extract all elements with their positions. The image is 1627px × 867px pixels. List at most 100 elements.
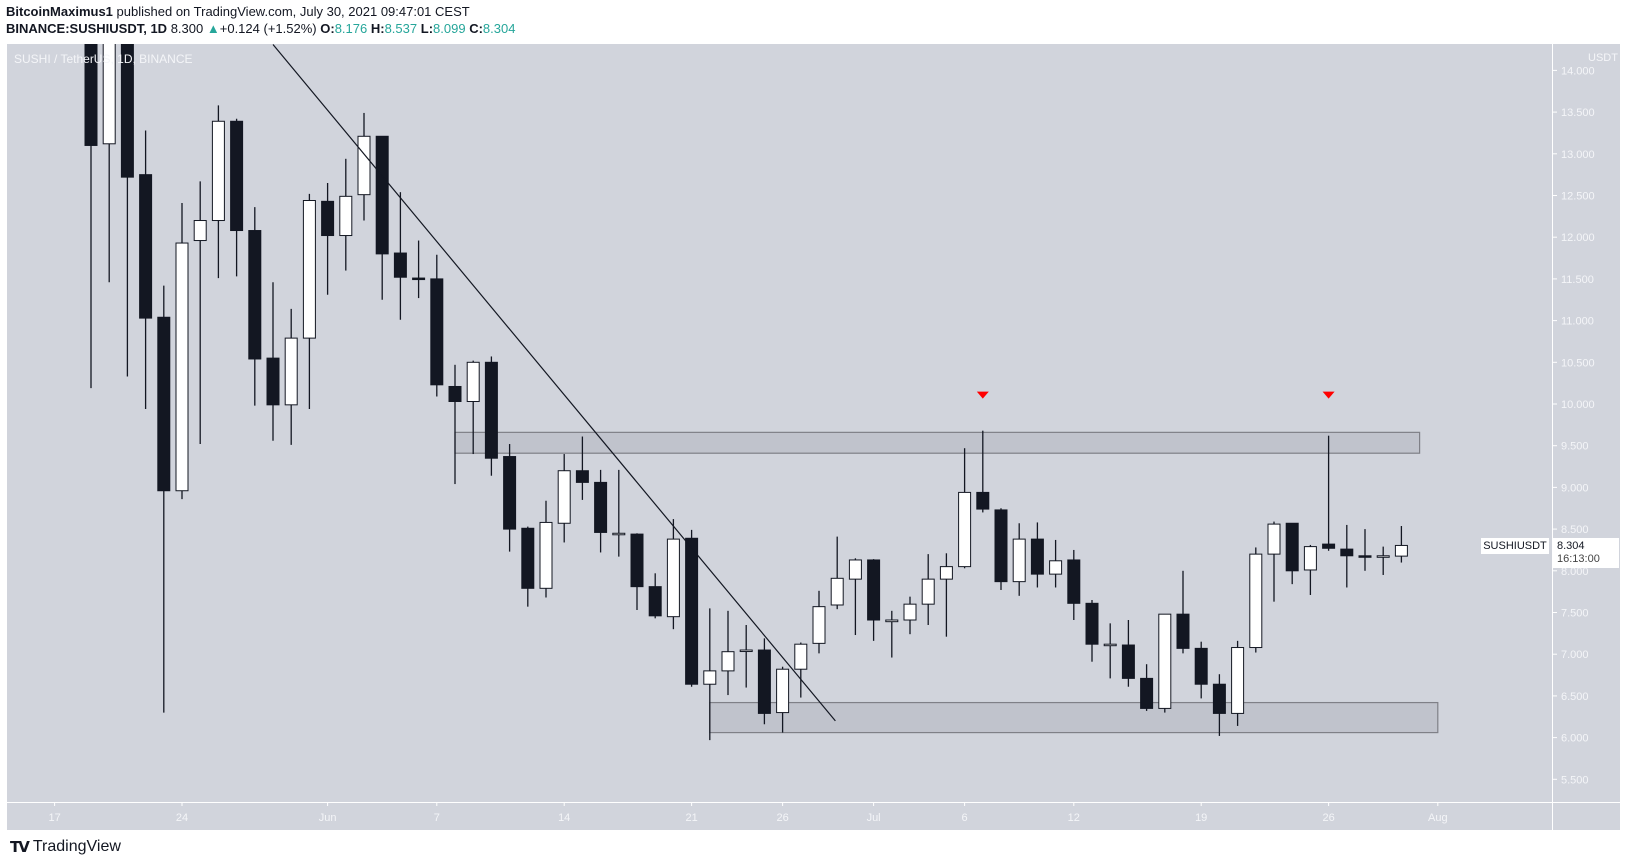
author-name[interactable]: BitcoinMaximus1	[6, 4, 113, 19]
candle	[102, 44, 116, 283]
symbol-name: BINANCE:SUSHIUSDT, 1D	[6, 21, 168, 36]
bull-candle-body	[284, 337, 298, 406]
current-price-box: 8.304 16:13:00	[1553, 538, 1619, 568]
candle	[339, 158, 353, 271]
bear-candle-body	[393, 252, 407, 278]
bear-candle-body	[1285, 522, 1299, 572]
price-tick-label: 8.500	[1561, 524, 1589, 536]
candle	[1085, 599, 1099, 662]
candle	[1030, 522, 1044, 588]
candle	[84, 44, 98, 389]
tradingview-logo-icon: TV	[10, 838, 30, 856]
bear-candle-body	[120, 44, 134, 178]
time-tick-label: 19	[1195, 812, 1207, 824]
bull-candle-body	[1231, 647, 1245, 714]
candle	[1340, 524, 1354, 588]
bear-candle-body	[484, 361, 498, 459]
bear-candle-body	[757, 649, 771, 714]
bear-candle-body	[1340, 548, 1354, 557]
candle	[266, 282, 280, 441]
bear-candle-body	[230, 120, 244, 232]
bear-candle-body	[1140, 677, 1154, 709]
bear-candle-body	[1212, 683, 1226, 714]
price-tick-label: 5.500	[1561, 774, 1589, 786]
candle	[1140, 664, 1154, 711]
candle	[448, 364, 462, 485]
candle	[776, 666, 790, 733]
bear-candle-body	[594, 481, 608, 533]
bull-candle-body	[193, 220, 207, 242]
bull-candle-body	[539, 521, 553, 589]
bull-candle-body	[885, 619, 899, 623]
candle	[211, 105, 225, 279]
candle	[1376, 546, 1390, 575]
bull-candle-body	[557, 470, 571, 524]
bull-candle-body	[739, 649, 753, 653]
bear-candle-body	[448, 385, 462, 402]
red-triangle-down-marker	[976, 391, 989, 399]
bull-candle-body	[357, 135, 371, 196]
open-value: 8.176	[334, 21, 368, 36]
bull-candle-body	[1049, 560, 1063, 575]
low-label: L:	[420, 21, 434, 36]
bear-candle-body	[266, 357, 280, 406]
bull-candle-body	[1394, 544, 1408, 557]
bull-candle-body	[1303, 546, 1317, 571]
candle	[1176, 570, 1190, 654]
bear-candle-body	[1176, 613, 1190, 649]
bear-candle-body	[994, 509, 1008, 583]
time-axis[interactable]: 17 24 Jun 7 14 21 26 Jul 6 12 19 26 Aug	[48, 802, 1448, 824]
candle	[830, 536, 844, 610]
candle	[393, 192, 407, 320]
up-arrow-icon: ▲	[206, 21, 220, 36]
bull-candle-body	[1103, 643, 1117, 647]
time-tick-label: 12	[1068, 812, 1080, 824]
bull-candle-body	[958, 491, 972, 568]
candle	[1267, 521, 1281, 602]
candle	[703, 608, 717, 741]
price-tick-label: 6.000	[1561, 733, 1589, 745]
candle	[794, 642, 808, 698]
candle	[412, 240, 426, 299]
bear-candle-body	[248, 230, 262, 360]
candle	[120, 44, 134, 377]
candle	[1194, 641, 1208, 699]
close-label: C:	[469, 21, 483, 36]
candle	[812, 590, 826, 654]
candle	[1212, 674, 1226, 736]
candle	[503, 444, 517, 552]
bear-candle-body	[503, 456, 517, 530]
time-tick-label: Jul	[867, 812, 881, 824]
candle	[248, 207, 262, 406]
bear-candle-body	[321, 200, 335, 237]
bull-candle-body	[721, 651, 735, 672]
last-price: 8.300	[170, 21, 204, 36]
high-value: 8.537	[384, 21, 418, 36]
close-value: 8.304	[482, 21, 516, 36]
candle	[594, 469, 608, 553]
current-price: 8.304	[1557, 540, 1585, 552]
price-tick-label: 13.500	[1561, 107, 1595, 119]
candle	[1231, 640, 1245, 726]
time-tick-label: 7	[434, 812, 440, 824]
candle	[230, 118, 244, 277]
bull-candle-body	[339, 195, 353, 237]
candle	[321, 182, 335, 295]
tradingview-footer[interactable]: TV TradingView	[10, 838, 121, 856]
bull-candle-body	[1012, 538, 1026, 583]
currency-label: USDT	[1588, 52, 1618, 64]
candle	[885, 610, 899, 658]
price-axis[interactable]: 5.500 6.000 6.500 7.000 7.500 8.000 8.500 9.000…	[1552, 65, 1595, 786]
candle	[939, 553, 953, 637]
bear-candle-body	[1194, 647, 1208, 685]
bear-candle-body	[84, 44, 98, 146]
time-tick-label: 26	[776, 812, 788, 824]
time-tick-label: 21	[685, 812, 697, 824]
low-value: 8.099	[433, 21, 466, 36]
candle	[557, 454, 571, 543]
candle	[612, 469, 626, 557]
candle	[1121, 620, 1135, 687]
bull-candle-body	[794, 643, 808, 670]
high-label: H:	[370, 21, 385, 36]
